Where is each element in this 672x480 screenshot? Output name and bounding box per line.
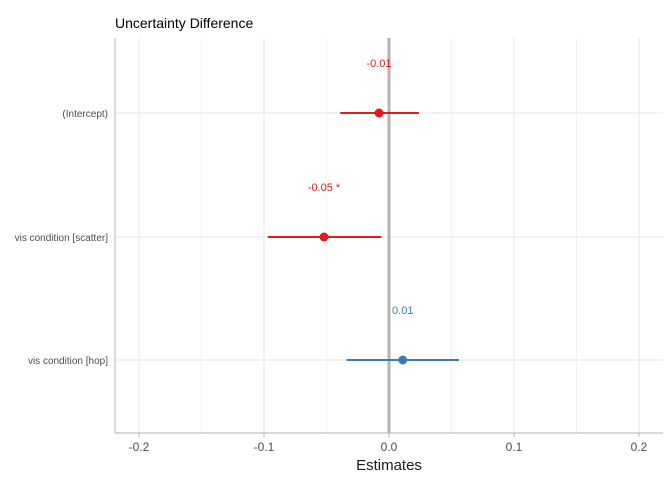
x-axis-label: Estimates: [356, 457, 422, 474]
estimate-point: [398, 355, 408, 365]
estimate-point: [374, 108, 384, 118]
plot-marks: -0.01 -0.05 * 0.01: [267, 58, 459, 365]
x-tick-label: 0.2: [631, 440, 648, 454]
value-label: 0.01: [392, 305, 413, 317]
x-tick-label: -0.2: [129, 440, 150, 454]
term-label: (Intercept): [62, 109, 108, 120]
x-axis-ticks: -0.2 -0.1 0.0 0.1 0.2: [129, 433, 648, 454]
x-tick-label: 0.0: [381, 440, 398, 454]
x-tick-label: 0.1: [506, 440, 523, 454]
chart-title: Uncertainty Difference: [115, 15, 253, 31]
y-axis-labels: (Intercept) vis condition [scatter] vis co…: [15, 109, 109, 367]
term-label: vis condition [hop]: [28, 356, 108, 367]
value-label: -0.05 *: [308, 182, 341, 194]
x-tick-label: -0.1: [254, 440, 275, 454]
axes: [114, 38, 663, 434]
value-label: -0.01: [366, 58, 391, 70]
term-label: vis condition [scatter]: [15, 233, 109, 244]
estimate-point: [319, 232, 329, 242]
